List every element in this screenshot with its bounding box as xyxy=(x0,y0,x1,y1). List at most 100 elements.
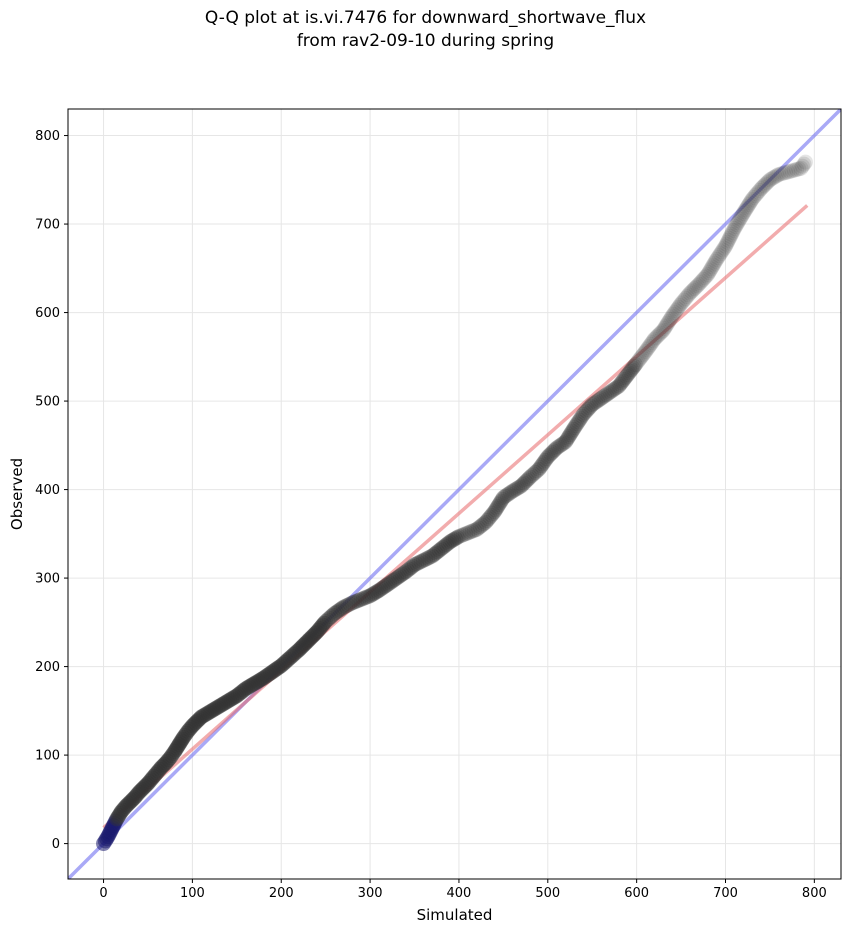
qq-point xyxy=(156,757,172,773)
qq-point xyxy=(215,696,231,712)
qq-point xyxy=(481,511,497,527)
qq-point xyxy=(580,401,596,417)
qq-point xyxy=(502,485,518,501)
qq-point xyxy=(470,520,486,536)
qq-point xyxy=(323,609,339,625)
qq-point xyxy=(756,178,772,194)
qq-point xyxy=(141,774,157,790)
qq-point xyxy=(714,244,730,260)
qq-point xyxy=(669,301,685,317)
qq-point xyxy=(516,475,532,491)
qq-point xyxy=(531,461,547,477)
qq-point xyxy=(680,287,696,303)
qq-point xyxy=(292,640,308,656)
qq-point xyxy=(644,335,660,351)
qq-point xyxy=(277,655,293,671)
qq-point xyxy=(631,352,647,368)
qq-point xyxy=(573,410,589,426)
qq-point xyxy=(679,289,695,305)
qq-point xyxy=(711,248,727,264)
qq-point xyxy=(232,685,248,701)
qq-point xyxy=(777,165,793,181)
qq-point xyxy=(697,270,713,286)
qq-point xyxy=(755,179,771,195)
qq-point xyxy=(431,542,447,558)
qq-point xyxy=(229,688,245,704)
qq-point xyxy=(492,495,508,511)
qq-point xyxy=(306,627,322,643)
qq-point xyxy=(275,656,291,672)
qq-point xyxy=(495,490,511,506)
qq-point xyxy=(111,807,127,823)
qq-point xyxy=(234,684,250,700)
qq-point xyxy=(744,191,760,207)
qq-point xyxy=(170,738,186,754)
y-tick-label: 500 xyxy=(35,395,60,410)
chart-subtitle: from rav2-09-10 during spring xyxy=(296,31,555,51)
qq-point xyxy=(645,333,661,349)
qq-point xyxy=(108,813,124,829)
qq-point xyxy=(209,699,225,715)
qq-point xyxy=(307,626,323,642)
qq-point xyxy=(602,384,618,400)
qq-point xyxy=(609,379,625,395)
qq-point xyxy=(554,436,570,452)
qq-point xyxy=(707,253,723,269)
qq-point xyxy=(710,250,726,266)
qq-point xyxy=(165,746,181,762)
qq-point xyxy=(767,169,783,185)
qq-point xyxy=(493,493,509,509)
qq-point xyxy=(626,358,642,374)
qq-point xyxy=(204,703,220,719)
qq-point xyxy=(532,459,548,475)
qq-point xyxy=(689,278,705,294)
qq-point xyxy=(153,759,169,775)
qq-point xyxy=(552,437,568,453)
qq-point xyxy=(254,671,270,687)
qq-point xyxy=(703,261,719,277)
qq-point xyxy=(675,294,691,310)
qq-point xyxy=(648,330,664,346)
qq-point xyxy=(726,220,742,236)
qq-point xyxy=(698,268,714,284)
qq-point xyxy=(378,578,394,594)
qq-point xyxy=(622,363,638,379)
qq-point xyxy=(479,513,495,529)
qq-point xyxy=(613,375,629,391)
qq-point xyxy=(719,234,735,250)
qq-point xyxy=(508,481,524,497)
qq-point xyxy=(486,504,502,520)
qq-point xyxy=(702,263,718,279)
qq-point xyxy=(362,588,378,604)
x-tick-label: 500 xyxy=(535,886,560,901)
qq-point xyxy=(611,378,627,394)
qq-point xyxy=(304,628,320,644)
qq-point xyxy=(442,534,458,550)
qq-point xyxy=(712,246,728,262)
qq-point xyxy=(682,285,698,301)
qq-point xyxy=(411,555,427,571)
qq-point xyxy=(207,701,223,717)
qq-point xyxy=(476,516,492,532)
qq-point xyxy=(294,639,310,655)
qq-point xyxy=(672,297,688,313)
qq-point xyxy=(264,664,280,680)
qq-point xyxy=(597,388,613,404)
qq-point xyxy=(769,168,785,184)
qq-point xyxy=(733,209,749,225)
qq-point xyxy=(382,575,398,591)
qq-point xyxy=(673,296,689,312)
qq-point xyxy=(335,599,351,615)
qq-point xyxy=(635,347,651,363)
qq-point xyxy=(223,691,239,707)
qq-point xyxy=(241,679,257,695)
qq-point xyxy=(600,385,616,401)
qq-point xyxy=(784,163,800,179)
qq-point xyxy=(701,265,717,281)
qq-point xyxy=(319,612,335,628)
qq-point xyxy=(686,281,702,297)
qq-point xyxy=(667,305,683,321)
y-tick-label: 600 xyxy=(35,306,60,321)
qq-point xyxy=(518,474,534,490)
qq-point xyxy=(364,587,380,603)
